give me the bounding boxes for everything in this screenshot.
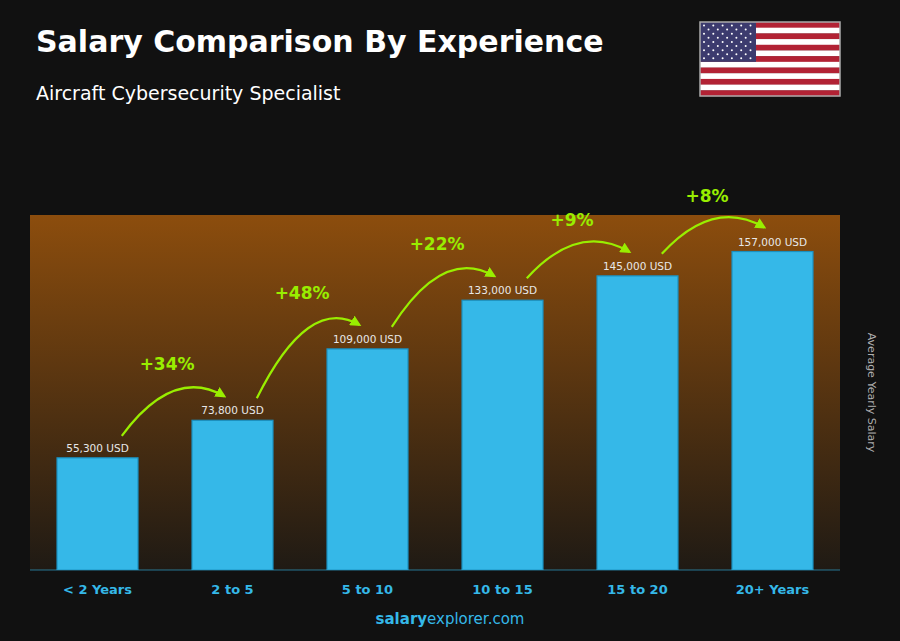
flag-canton (700, 22, 756, 62)
annotation: +22% (410, 234, 465, 254)
data-label: 133,000 USD (468, 284, 537, 296)
flag-star (731, 57, 733, 59)
flag-star (712, 57, 714, 59)
data-label: 145,000 USD (603, 260, 672, 272)
flag-star (712, 49, 714, 51)
flag-star (717, 29, 719, 31)
x-axis-line (30, 570, 840, 571)
growth-arrow (392, 268, 495, 327)
x-tick-label: 15 to 20 (607, 582, 667, 597)
flag-star (703, 41, 705, 43)
flag-stripe (700, 62, 840, 68)
flag-star (708, 37, 710, 39)
annotation: +9% (551, 210, 594, 230)
data-label: 109,000 USD (333, 333, 402, 345)
growth-arrow (527, 241, 630, 278)
background (0, 0, 900, 641)
annotation: +34% (140, 354, 195, 374)
flag-star (745, 53, 747, 55)
x-tick-label: 5 to 10 (342, 582, 393, 597)
flag-star (740, 49, 742, 51)
data-label: 73,800 USD (201, 404, 264, 416)
x-tick-label: 2 to 5 (211, 582, 253, 597)
plot-area (30, 215, 840, 570)
flag-star (735, 37, 737, 39)
flag-star (745, 37, 747, 39)
annotation: +8% (686, 186, 729, 206)
bar (327, 349, 408, 570)
x-tick-label: 10 to 15 (472, 582, 532, 597)
flag-star (712, 41, 714, 43)
flag-star (722, 57, 724, 59)
flag-star (740, 25, 742, 27)
flag-star (750, 25, 752, 27)
flag-star (726, 53, 728, 55)
flag-star (708, 29, 710, 31)
flag-star (726, 29, 728, 31)
flag-stripe (700, 68, 840, 74)
flag-star (708, 45, 710, 47)
flag-star (740, 41, 742, 43)
flag-star (731, 25, 733, 27)
flag-star (745, 29, 747, 31)
flag-star (745, 45, 747, 47)
growth-arrow (122, 387, 225, 436)
flag-star (726, 37, 728, 39)
chart: Salary Comparison By Experience Aircraft … (0, 0, 900, 641)
growth-arrow (662, 217, 765, 254)
annotation: +48% (275, 283, 330, 303)
footer-part: explorer.com (427, 610, 524, 628)
bar (597, 276, 678, 570)
flag-star (722, 33, 724, 35)
flag-star (717, 53, 719, 55)
footer-part: salary (376, 610, 428, 628)
bar (57, 458, 138, 570)
flag-star (722, 25, 724, 27)
bar (192, 420, 273, 570)
flag-star (726, 45, 728, 47)
flag-star (750, 33, 752, 35)
title: Salary Comparison By Experience (36, 24, 604, 59)
flag-star (712, 25, 714, 27)
flag-star (722, 49, 724, 51)
flag-star (703, 33, 705, 35)
flag-star (750, 41, 752, 43)
flag-star (735, 53, 737, 55)
flag-star (735, 45, 737, 47)
growth-arrow (257, 318, 360, 398)
flag-star (712, 33, 714, 35)
flag-star (703, 57, 705, 59)
flag-border (700, 22, 840, 96)
data-label: 157,000 USD (738, 236, 807, 248)
bars (57, 252, 813, 570)
y-axis-label: Average Yearly Salary (865, 333, 878, 453)
flag-stripe (700, 79, 840, 85)
bar (732, 252, 813, 570)
flag-star (731, 33, 733, 35)
data-label: 55,300 USD (66, 442, 129, 454)
subtitle: Aircraft Cybersecurity Specialist (36, 82, 340, 104)
flag-star (717, 45, 719, 47)
flag-stripe (700, 73, 840, 79)
footer: salaryexplorer.com (376, 610, 525, 628)
flag-star (708, 53, 710, 55)
flag-star (731, 41, 733, 43)
flag-star (750, 57, 752, 59)
flag-star (735, 29, 737, 31)
flag-stripe (700, 85, 840, 91)
flag-star (731, 49, 733, 51)
flag (700, 22, 840, 96)
flag-star (722, 41, 724, 43)
bar (462, 300, 543, 570)
flag-star (740, 57, 742, 59)
flag-star (703, 49, 705, 51)
flag-star (703, 25, 705, 27)
flag-star (740, 33, 742, 35)
flag-star (717, 37, 719, 39)
flag-star (750, 49, 752, 51)
x-tick-label: 20+ Years (736, 582, 810, 597)
x-tick-label: < 2 Years (63, 582, 132, 597)
